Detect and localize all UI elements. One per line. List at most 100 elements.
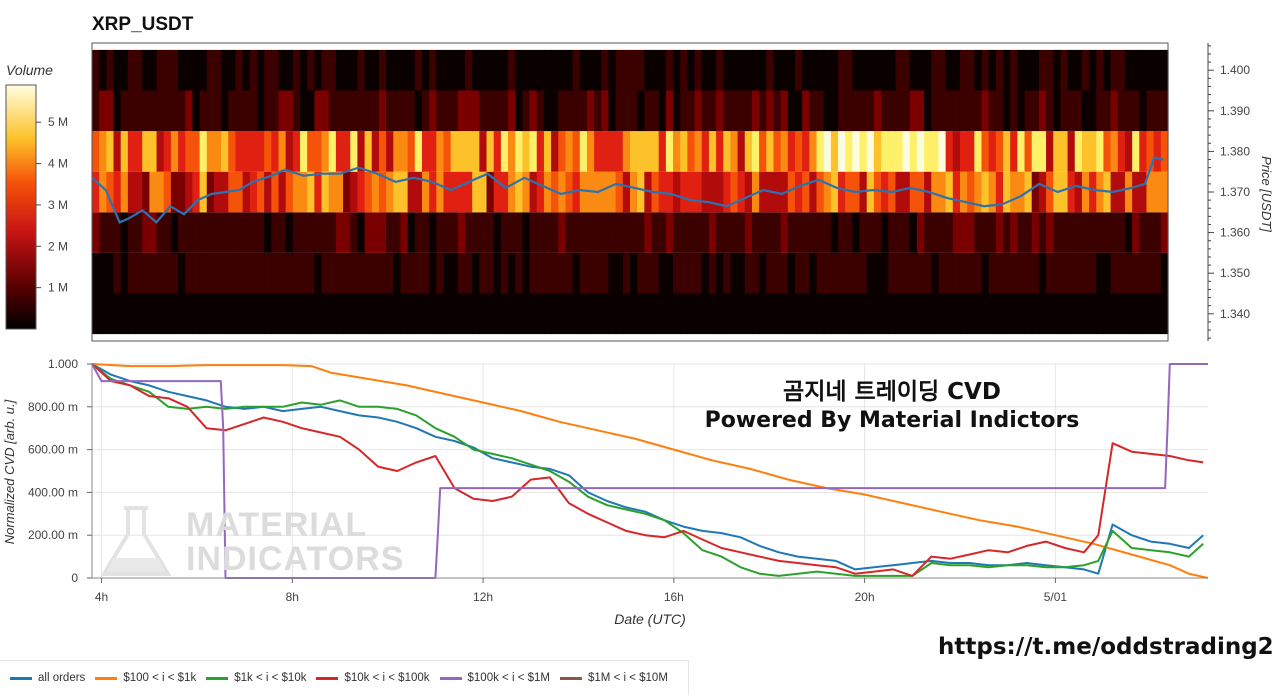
heatmap-cell: [866, 49, 875, 91]
heatmap-cell: [457, 90, 466, 132]
heatmap-cell: [873, 252, 882, 294]
heatmap-cell: [371, 131, 380, 172]
heatmap-cell: [407, 90, 416, 132]
heatmap-cell: [386, 90, 394, 132]
heatmap-cell: [959, 49, 968, 91]
heatmap-cell: [472, 252, 480, 294]
heatmap-cell: [773, 212, 782, 253]
heatmap-cell: [1060, 293, 1069, 335]
telegram-link[interactable]: https://t.me/oddstrading2: [938, 634, 1274, 660]
heatmap-cell: [845, 49, 853, 91]
heatmap-cell: [1053, 252, 1061, 294]
heatmap-cell: [500, 293, 509, 335]
heatmap-cell: [185, 90, 194, 132]
heatmap-cell: [838, 49, 846, 91]
heatmap-cell: [343, 131, 351, 172]
heatmap-cell: [916, 90, 925, 132]
heatmap-cell: [235, 212, 244, 253]
heatmap-cell: [350, 49, 359, 91]
heatmap-cell: [708, 90, 717, 132]
heatmap-cell: [135, 49, 143, 91]
heatmap-cell: [909, 171, 918, 213]
heatmap-cell: [967, 90, 975, 132]
heatmap-cell: [271, 131, 280, 172]
heatmap-cell: [1146, 171, 1155, 213]
legend-item[interactable]: $100k < i < $1M: [439, 672, 550, 684]
heatmap-cell: [350, 252, 359, 294]
heatmap-cell: [92, 131, 100, 172]
heatmap-cell: [113, 131, 122, 172]
heatmap-cell: [665, 252, 674, 294]
heatmap-cell: [228, 252, 237, 294]
legend-item[interactable]: $1k < i < $10k: [206, 672, 306, 684]
heatmap-cell: [213, 90, 222, 132]
heatmap-cell: [515, 293, 523, 335]
legend-item[interactable]: $10k < i < $100k: [316, 672, 430, 684]
heatmap-cell: [1117, 90, 1126, 132]
heatmap-cell: [873, 293, 882, 335]
heatmap-cell: [780, 131, 789, 172]
heatmap-cell: [1110, 252, 1119, 294]
heatmap-cell: [572, 90, 581, 132]
heatmap-cell: [321, 171, 330, 213]
heatmap-cell: [142, 293, 150, 335]
heatmap-cell: [615, 90, 624, 132]
heatmap-cell: [673, 49, 681, 91]
heatmap-cell: [127, 131, 136, 172]
heatmap-cell: [156, 252, 165, 294]
legend-swatch: [95, 676, 118, 680]
heatmap-cell: [873, 131, 882, 172]
heatmap-cell: [794, 90, 803, 132]
heatmap-cell: [328, 90, 337, 132]
heatmap-cell: [364, 212, 373, 253]
cvd-line-2: [91, 363, 1204, 577]
heatmap-cell: [945, 212, 954, 253]
heatmap-cell: [787, 212, 796, 253]
heatmap-cell: [766, 49, 775, 91]
heatmap-cell: [178, 131, 186, 172]
heatmap-cell: [730, 90, 739, 132]
legend-item[interactable]: $100 < i < $1k: [95, 672, 196, 684]
heatmap-cell: [1160, 252, 1169, 294]
heatmap-cell: [1067, 293, 1076, 335]
heatmap-cell: [723, 212, 732, 253]
heatmap-cell: [120, 131, 129, 172]
legend-item[interactable]: $1M < i < $10M: [560, 672, 668, 684]
heatmap-cell: [120, 171, 129, 213]
heatmap-cell: [594, 131, 602, 172]
heatmap-cell: [357, 90, 366, 132]
heatmap-cell: [127, 90, 136, 132]
cvd-y-tick-label: 400.00 m: [28, 485, 78, 499]
heatmap-cell: [429, 212, 437, 253]
heatmap-cell: [816, 212, 825, 253]
heatmap-cell: [1103, 212, 1112, 253]
heatmap-cell: [178, 49, 186, 91]
heatmap-cell: [178, 212, 186, 253]
heatmap-cell: [723, 171, 732, 213]
heatmap-cell: [1132, 171, 1140, 213]
heatmap-cell: [881, 293, 889, 335]
heatmap-cell: [1074, 49, 1083, 91]
heatmap-cell: [895, 212, 904, 253]
heatmap-cell: [708, 131, 717, 172]
heatmap-cell: [551, 49, 559, 91]
heatmap-cell: [579, 171, 588, 213]
heatmap-cell: [895, 49, 904, 91]
legend-item[interactable]: all orders: [10, 672, 85, 684]
heatmap-cell: [909, 90, 918, 132]
heatmap-cell: [414, 131, 423, 172]
heatmap-cell: [744, 252, 753, 294]
heatmap-cell: [300, 293, 308, 335]
heatmap-cell: [1031, 171, 1040, 213]
heatmap-cell: [995, 131, 1004, 172]
heatmap-cell: [457, 49, 466, 91]
heatmap-cell: [479, 131, 488, 172]
heatmap-cell: [271, 252, 280, 294]
heatmap-cell: [744, 49, 753, 91]
heatmap-cell: [192, 131, 201, 172]
heatmap-cell: [802, 49, 810, 91]
heatmap-cell: [694, 212, 703, 253]
heatmap-cell: [615, 252, 624, 294]
heatmap-cell: [1160, 131, 1169, 172]
heatmap-cell: [500, 131, 509, 172]
